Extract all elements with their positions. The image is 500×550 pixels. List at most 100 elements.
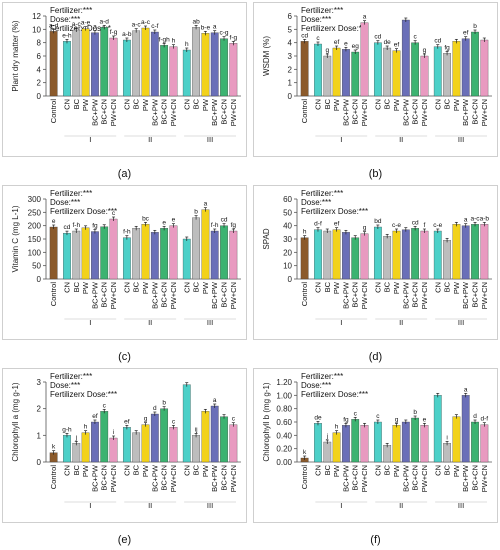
significance-letter: i xyxy=(446,434,447,441)
significance-letter: c-f xyxy=(151,23,158,30)
bar-BC+PW xyxy=(401,229,410,280)
x-tick-label: PW+CN xyxy=(480,465,489,492)
x-tick-label: BC xyxy=(192,98,201,109)
group-label: I xyxy=(340,135,342,144)
significance-letter: d-f xyxy=(314,221,322,228)
bar-CN xyxy=(63,232,71,280)
bar-PW xyxy=(201,33,210,97)
x-tick-label: CN xyxy=(433,465,442,476)
bar-PW+CN xyxy=(229,43,238,97)
bar-Control xyxy=(49,31,58,97)
significance-letter: cd xyxy=(434,38,441,45)
y-axis-label: Chlorophyll a (mg g-1) xyxy=(11,382,20,461)
y-tick-label: 50 xyxy=(32,262,41,271)
significance-letter: ef xyxy=(124,418,130,425)
x-tick-label: PW+CN xyxy=(169,282,178,309)
bar-BC xyxy=(443,443,451,463)
x-tick-label: PW+CN xyxy=(360,465,369,492)
significance-letter: a-c xyxy=(72,21,82,28)
x-tick-label: BC+PW xyxy=(210,464,219,492)
significance-letter: c-g xyxy=(220,30,229,37)
significance-letter: a-d xyxy=(49,22,59,29)
group-label: I xyxy=(89,135,91,144)
bar-PW xyxy=(392,425,401,463)
bar-PW xyxy=(452,224,461,280)
bar-BC xyxy=(383,445,392,463)
x-tick-label: BC+CN xyxy=(160,99,169,125)
significance-letter: eg xyxy=(352,43,360,50)
bar-BC xyxy=(323,55,332,97)
x-tick-label: PW+CN xyxy=(169,99,178,126)
x-tick-label: BC+CN xyxy=(220,99,229,125)
y-tick-label: 8 xyxy=(37,39,42,48)
bar-BC+CN xyxy=(100,411,109,463)
bar-BC+PW xyxy=(342,425,350,463)
significance-letter: c xyxy=(376,413,380,420)
bar-BC+PW xyxy=(150,31,159,97)
y-tick-label: 1.00 xyxy=(276,391,292,400)
bar-BC xyxy=(192,217,200,280)
significance-letter: c xyxy=(414,34,418,41)
significance-letter: fg xyxy=(444,44,450,51)
y-tick-label: 0.60 xyxy=(276,418,292,427)
x-tick-label: PW xyxy=(141,464,150,477)
bar-BC+CN xyxy=(411,228,420,280)
x-tick-label: CN xyxy=(122,465,131,476)
bar-BC+PW xyxy=(210,405,219,463)
significance-letter: b xyxy=(473,23,477,30)
significance-letter: cd xyxy=(301,32,308,39)
group-label: I xyxy=(89,318,91,327)
y-tick-label: 1.20 xyxy=(276,378,292,387)
x-tick-label: PW+CN xyxy=(360,99,369,126)
x-tick-label: BC+PW xyxy=(341,98,350,126)
significance-letter: de xyxy=(314,414,322,421)
bar-BC+CN xyxy=(160,408,169,463)
bar-CN xyxy=(373,421,382,463)
x-tick-label: PW+CN xyxy=(109,99,118,126)
x-tick-label: PW xyxy=(201,281,210,294)
x-tick-label: PW+CN xyxy=(420,282,429,309)
significance-letter: ef xyxy=(463,30,469,37)
significance-letter: c xyxy=(354,410,358,417)
bar-CN xyxy=(373,226,382,280)
significance-letter: a xyxy=(363,14,367,21)
significance-letter: f xyxy=(424,222,426,229)
y-tick-label: 0 xyxy=(37,92,42,101)
stat-annotation: Dose:*** xyxy=(301,15,331,24)
significance-letter: f-h xyxy=(123,229,131,236)
y-tick-label: 20 xyxy=(283,248,292,257)
bar-PW+CN xyxy=(229,424,238,463)
y-tick-label: 4 xyxy=(37,65,42,74)
x-tick-label: CN xyxy=(373,465,382,476)
bar-BC+PW xyxy=(150,413,159,463)
x-tick-label: CN xyxy=(313,99,322,110)
significance-letter: a xyxy=(204,201,208,208)
significance-letter: g xyxy=(144,416,148,423)
y-tick-label: 12 xyxy=(32,12,41,21)
bar-CN xyxy=(122,427,131,463)
bar-CN xyxy=(122,39,131,97)
significance-letter: d xyxy=(473,413,477,420)
significance-letter: d xyxy=(153,405,157,412)
bar-BC+CN xyxy=(160,228,169,280)
bar-PW+CN xyxy=(480,224,489,280)
y-tick-label: 300 xyxy=(28,195,42,204)
bar-BC+PW xyxy=(401,421,410,463)
group-label: II xyxy=(148,501,152,510)
x-tick-label: PW+CN xyxy=(109,465,118,492)
x-tick-label: BC+CN xyxy=(160,282,169,308)
bar-BC+CN xyxy=(471,224,479,280)
y-tick-label: 2 xyxy=(37,79,42,88)
significance-letter: fg xyxy=(231,222,237,229)
significance-letter: f-g xyxy=(230,34,238,41)
x-tick-label: BC xyxy=(323,464,332,475)
panel-border xyxy=(2,2,247,157)
x-tick-label: BC xyxy=(132,98,141,109)
bar-PW+CN xyxy=(169,225,178,280)
x-tick-label: Control xyxy=(49,282,58,307)
stat-annotation: Dose:*** xyxy=(301,198,331,207)
bar-BC+PW xyxy=(461,225,470,280)
x-tick-label: BC xyxy=(72,98,81,109)
x-tick-label: BC+CN xyxy=(351,465,360,491)
stat-annotation: Fertilizerx Dose:*** xyxy=(301,390,368,399)
